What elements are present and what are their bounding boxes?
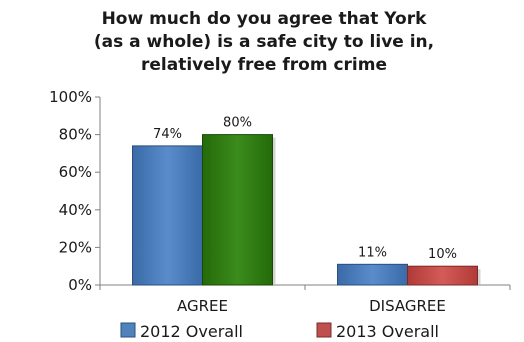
bar-agree-2012	[132, 145, 203, 286]
y-tick-label: 40%	[59, 201, 92, 219]
legend-swatch-2013	[316, 322, 332, 338]
legend-label-2012: 2012 Overall	[140, 322, 243, 341]
y-tick-label: 20%	[59, 238, 92, 256]
y-tick-label: 60%	[59, 163, 92, 181]
bar-disagree-2013	[407, 265, 478, 286]
chart-title-line-2: (as a whole) is a safe city to live in,	[94, 32, 434, 52]
y-tick-label: 80%	[59, 126, 92, 144]
chart-title-line-1: How much do you agree that York	[102, 9, 428, 29]
bar-agree-2013	[202, 134, 273, 286]
bars	[132, 134, 481, 286]
legend-swatch-2012	[120, 322, 136, 338]
category-labels: AGREE DISAGREE	[177, 297, 446, 315]
category-label-agree: AGREE	[177, 297, 228, 315]
legend-label-2013: 2013 Overall	[336, 322, 439, 341]
data-label-agree-2012: 74%	[153, 127, 182, 142]
chart-title-line-3: relatively free from crime	[141, 55, 387, 75]
legend: 2012 Overall 2013 Overall	[120, 322, 439, 341]
y-tick-label: 0%	[68, 276, 92, 294]
data-label-disagree-2012: 11%	[358, 245, 387, 260]
data-labels: 74% 80% 11% 10%	[153, 116, 457, 263]
data-label-disagree-2013: 10%	[428, 247, 457, 262]
chart-title: How much do you agree that York (as a wh…	[94, 9, 434, 75]
category-label-disagree: DISAGREE	[369, 297, 446, 315]
data-label-agree-2013: 80%	[223, 116, 252, 131]
bar-disagree-2012	[337, 263, 408, 286]
y-axis-ticks: 0% 20% 40% 60% 80% 100%	[49, 88, 100, 294]
y-tick-label: 100%	[49, 88, 92, 106]
